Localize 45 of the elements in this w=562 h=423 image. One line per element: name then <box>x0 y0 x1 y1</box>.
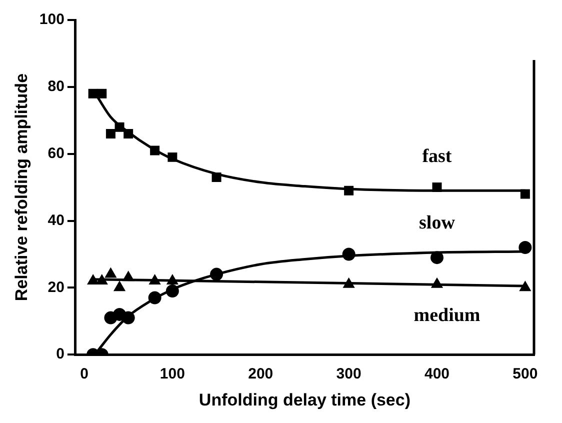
point <box>344 186 354 196</box>
point <box>148 291 162 304</box>
x-tick-label: 100 <box>160 366 185 383</box>
series-label: fast <box>422 146 452 168</box>
point <box>87 274 99 284</box>
series-label: medium <box>414 305 480 326</box>
y-tick-label: 40 <box>48 212 64 229</box>
point <box>114 281 126 292</box>
point <box>430 251 444 264</box>
point <box>166 274 178 284</box>
point <box>114 122 124 132</box>
point <box>432 182 442 192</box>
x-tick-label: 300 <box>336 366 362 383</box>
x-tick-label: 400 <box>424 366 450 383</box>
point <box>343 278 355 288</box>
y-tick-label: 80 <box>48 78 64 96</box>
point <box>431 278 443 288</box>
y-tick-label: 0 <box>56 346 64 363</box>
point <box>96 274 108 284</box>
x-tick-label: 500 <box>512 366 538 383</box>
point <box>518 241 532 254</box>
y-tick-label: 20 <box>48 278 64 296</box>
point <box>210 268 224 281</box>
point <box>166 284 179 298</box>
point <box>149 274 160 284</box>
y-tick-label: 100 <box>39 11 64 28</box>
point <box>168 152 178 162</box>
point <box>122 311 135 324</box>
point <box>105 268 116 278</box>
y-tick-label: 60 <box>48 144 64 162</box>
point <box>212 172 222 182</box>
x-tick-label: 200 <box>248 366 274 383</box>
point <box>97 88 107 98</box>
point <box>519 281 531 292</box>
point <box>342 248 356 261</box>
point <box>124 129 134 139</box>
point <box>106 129 116 139</box>
series-label: slow <box>419 212 456 234</box>
x-axis-title: Unfolding delay time (sec) <box>198 390 411 410</box>
point <box>122 271 134 282</box>
x-tick-label: 0 <box>80 366 88 383</box>
point <box>150 146 160 156</box>
y-axis-title: Relative refolding amplitude <box>12 73 31 302</box>
point <box>520 189 530 199</box>
point <box>88 88 98 98</box>
